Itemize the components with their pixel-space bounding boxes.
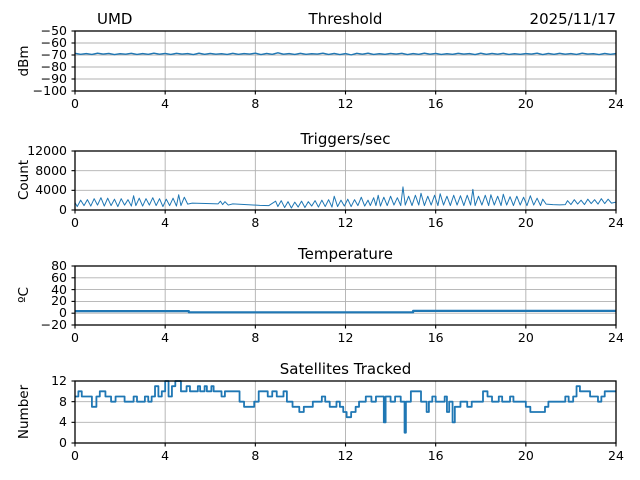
x-tick-label: 8: [251, 214, 260, 230]
x-tick-label: 4: [161, 95, 170, 111]
satellites-chart-title: Satellites Tracked: [279, 360, 412, 378]
x-tick-label: 8: [251, 95, 260, 111]
x-tick-label: 16: [427, 329, 444, 345]
x-tick-label: 8: [251, 329, 260, 345]
y-tick-label: −50: [40, 23, 67, 38]
triggers-chart-title: Triggers/sec: [300, 130, 391, 148]
plot-area-svg: [71, 150, 617, 214]
temperature-plot: [71, 265, 617, 329]
satellites-title-row: Satellites Tracked: [75, 358, 616, 378]
x-tick-label: 0: [71, 95, 79, 111]
x-tick-label: 8: [251, 447, 260, 463]
y-tick-label: 12: [51, 373, 67, 388]
y-tick-label: −60: [40, 35, 67, 50]
x-tick-label: 12: [337, 329, 354, 345]
x-tick-label: 20: [517, 214, 534, 230]
temperature-chart-title: Temperature: [297, 245, 394, 263]
y-tick-label: 80: [51, 258, 67, 273]
triggers-plot: [71, 150, 617, 214]
y-tick-label: 8000: [35, 162, 67, 178]
satellites_tracked-line: [75, 380, 616, 434]
y-tick-label: −90: [40, 71, 67, 86]
satellites-plot: [71, 380, 617, 447]
axes-border: [74, 380, 617, 444]
axes-border: [74, 265, 617, 326]
y-tick-label: 4000: [35, 182, 67, 198]
y-tick-label: 60: [51, 269, 67, 285]
x-tick-label: 24: [608, 329, 624, 345]
x-tick-label: 16: [427, 95, 444, 111]
temperature_c-line: [75, 309, 616, 314]
x-tick-label: 24: [608, 95, 624, 111]
y-tick-label: 0: [59, 202, 67, 217]
y-tick-label: 20: [51, 293, 67, 309]
date-label: 2025/11/17: [529, 10, 616, 28]
x-tick-label: 12: [337, 214, 354, 230]
y-tick-label: −80: [40, 59, 67, 74]
y-tick-label: 0: [59, 435, 67, 450]
x-tick-label: 0: [71, 214, 79, 230]
x-tick-label: 20: [517, 95, 534, 111]
x-tick-label: 20: [517, 329, 534, 345]
x-tick-label: 4: [161, 447, 170, 463]
y-tick-label: 40: [51, 281, 67, 297]
y-tick-label: −70: [40, 47, 67, 62]
triggers-title-row: Triggers/sec: [75, 128, 616, 148]
threshold_dbm-line: [74, 52, 617, 56]
threshold-plot: [71, 30, 617, 95]
threshold-title-row: UMD Threshold 2025/11/17: [75, 8, 616, 28]
y-tick-label: 4: [59, 414, 67, 430]
y-tick-label: −20: [40, 317, 67, 332]
plot-area-svg: [71, 380, 617, 447]
plot-area-svg: [71, 30, 617, 95]
triggers_per_sec-line: [74, 186, 617, 209]
station-label: UMD: [97, 10, 133, 28]
axes-border: [74, 150, 617, 211]
x-tick-label: 12: [337, 95, 354, 111]
y-tick-label: 8: [59, 393, 67, 409]
threshold-chart-title: Threshold: [308, 10, 383, 28]
x-tick-label: 20: [517, 447, 534, 463]
temperature-title-row: Temperature: [75, 243, 616, 263]
x-tick-label: 4: [161, 214, 170, 230]
x-tick-label: 0: [71, 329, 79, 345]
x-tick-label: 16: [427, 214, 444, 230]
axes-border: [74, 30, 617, 92]
y-tick-label: −100: [32, 83, 67, 98]
x-tick-label: 24: [608, 447, 624, 463]
x-tick-label: 24: [608, 214, 624, 230]
x-tick-label: 16: [427, 447, 444, 463]
x-tick-label: 4: [161, 329, 170, 345]
plot-area-svg: [71, 265, 617, 329]
y-tick-label: 12000: [27, 143, 67, 158]
x-tick-label: 0: [71, 447, 79, 463]
y-tick-label: 0: [59, 305, 67, 321]
x-tick-label: 12: [337, 447, 354, 463]
